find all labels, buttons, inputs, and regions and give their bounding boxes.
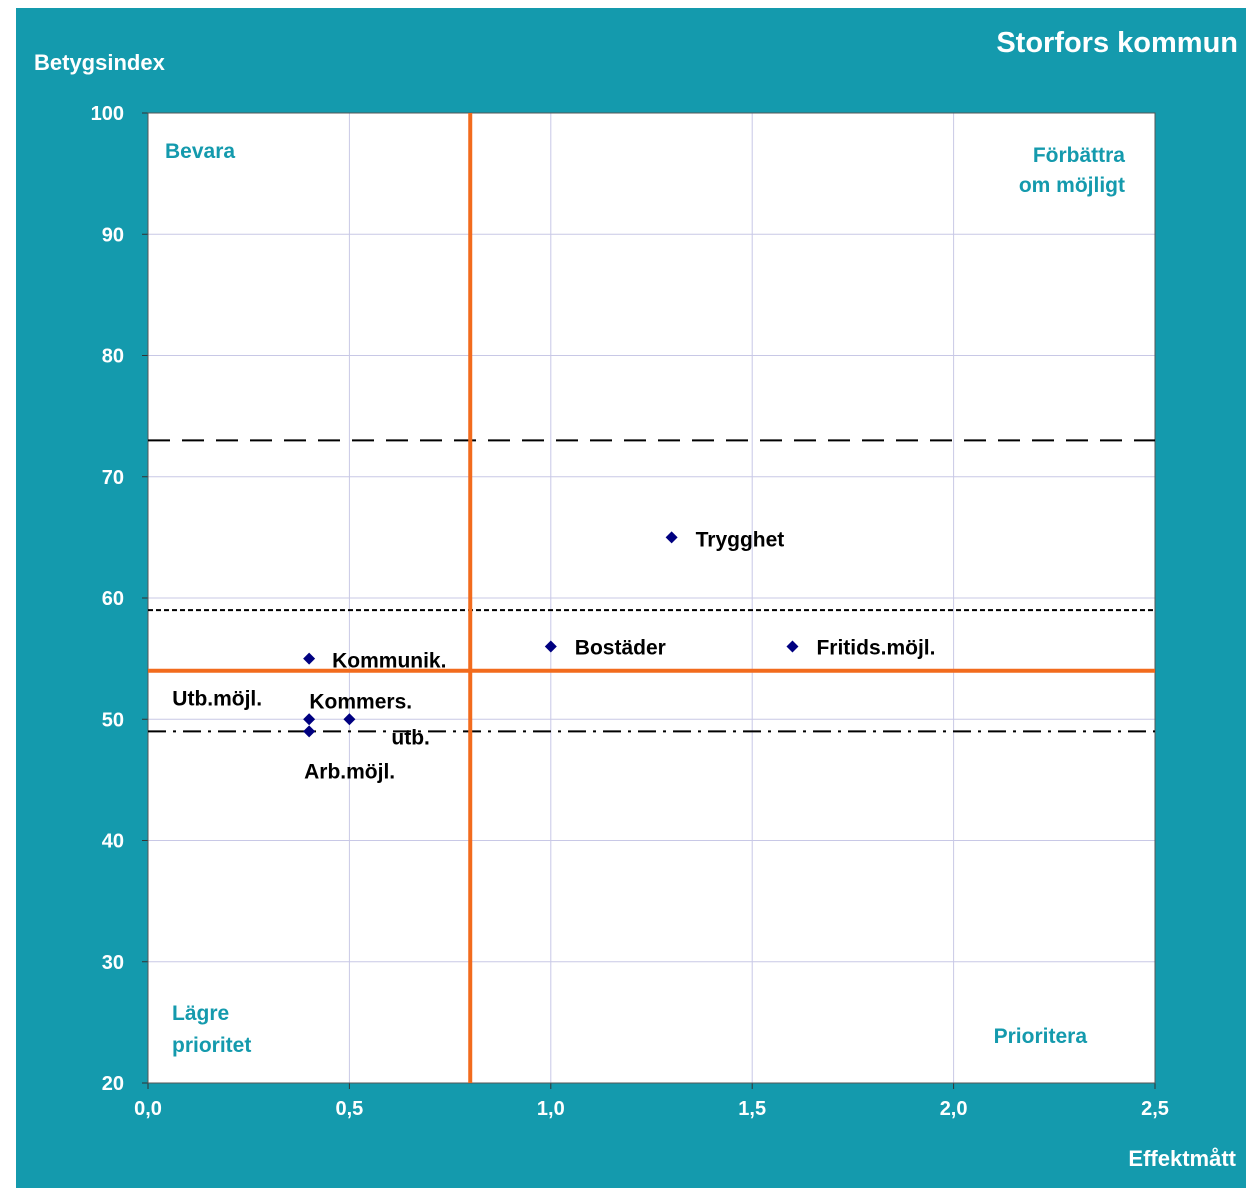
quadrant-label-prioritera: Prioritera (994, 1025, 1088, 1048)
x-tick-label: 0,5 (335, 1098, 363, 1120)
x-tick-label: 2,5 (1141, 1098, 1169, 1120)
data-point (303, 725, 316, 738)
data-point (786, 640, 799, 653)
chart-title: Storfors kommun (996, 27, 1238, 59)
data-label: utb. (391, 726, 429, 749)
quadrant-label-forbattra: om möjligt (1019, 174, 1125, 197)
y-tick-label: 30 (102, 952, 124, 974)
plot-border (147, 112, 1156, 1084)
y-axis-label: Betygsindex (34, 50, 166, 75)
y-tick-label: 90 (102, 224, 124, 246)
data-point (544, 640, 557, 653)
y-tick-label: 50 (102, 709, 124, 731)
data-label: Arb.möjl. (304, 760, 395, 783)
y-tick-label: 80 (102, 346, 124, 368)
x-tick-label: 2,0 (940, 1098, 968, 1120)
y-tick-label: 20 (102, 1073, 124, 1095)
x-tick-label: 0,0 (134, 1098, 162, 1120)
data-label: Fritids.möjl. (816, 637, 935, 660)
quadrant-label-lagre: Lägre (172, 1002, 229, 1025)
quadrant-label-bevara: Bevara (165, 140, 235, 163)
data-label: Utb.möjl. (172, 687, 262, 710)
y-tick-label: 70 (102, 467, 124, 489)
data-point (343, 713, 356, 726)
data-point (303, 652, 316, 665)
y-tick-label: 40 (102, 831, 124, 853)
data-point (303, 713, 316, 726)
x-tick-label: 1,0 (537, 1098, 565, 1120)
x-tick-label: 1,5 (738, 1098, 766, 1120)
data-label: Trygghet (696, 528, 785, 551)
quadrant-label-forbattra: Förbättra (1033, 144, 1125, 167)
data-label: Kommers. (309, 690, 412, 713)
quadrant-label-lagre: prioritet (172, 1034, 251, 1057)
data-point (665, 531, 678, 544)
data-label: Kommunik. (332, 650, 446, 673)
y-tick-label: 100 (91, 103, 124, 125)
x-axis-label: Effektmått (1128, 1146, 1236, 1171)
y-tick-label: 60 (102, 588, 124, 610)
data-label: Bostäder (575, 637, 666, 660)
